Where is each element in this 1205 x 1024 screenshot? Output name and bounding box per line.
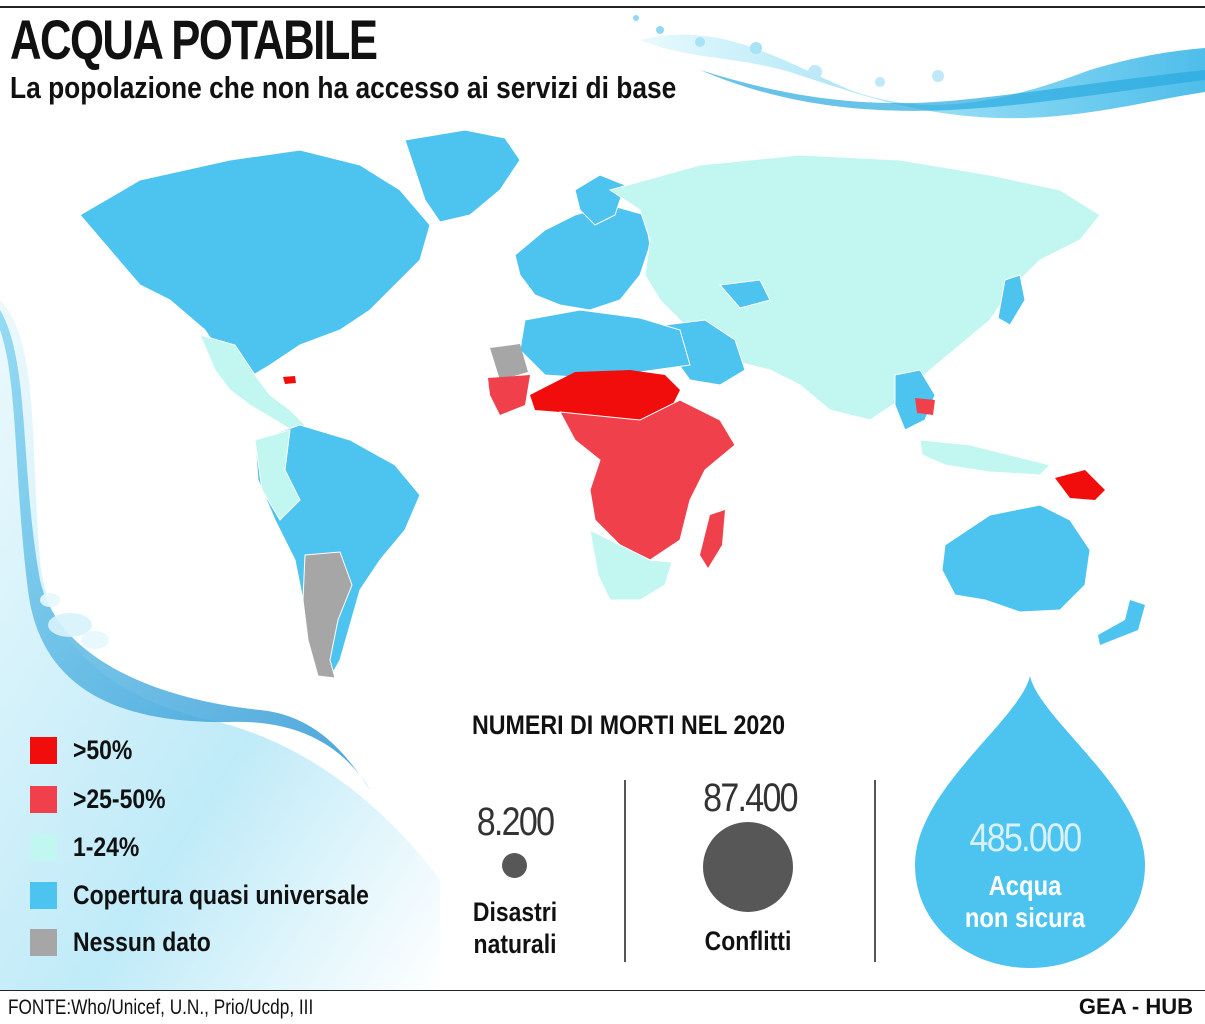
legend-swatch	[30, 881, 57, 909]
region-new-zealand	[1098, 600, 1145, 645]
region-asia	[608, 154, 1101, 421]
legend-swatch	[30, 736, 57, 764]
region-north-america	[79, 149, 431, 381]
region-europe	[514, 204, 651, 311]
region-central-africa	[559, 399, 736, 561]
legend-label: >50%	[73, 734, 133, 765]
top-rule	[0, 6, 1205, 8]
label-line: Disastri	[472, 897, 558, 927]
region-japan	[997, 274, 1026, 326]
legend-item-25-50: >25-50%	[30, 781, 182, 817]
deaths-title: NUMERI DI MORTI NEL 2020	[472, 710, 786, 740]
unsafe-water-label: Acqua non sicura	[936, 870, 1115, 934]
label-line: non sicura	[964, 902, 1086, 933]
page-title: ACQUA POTABILE	[10, 8, 378, 71]
legend-label: >25-50%	[73, 783, 166, 814]
legend-label: Copertura quasi universale	[73, 879, 369, 910]
region-southern-africa	[589, 529, 673, 601]
legend-item-1-24: 1-24%	[30, 829, 151, 865]
region-scandinavia	[574, 174, 626, 226]
unsafe-water-value: 485.000	[969, 816, 1082, 860]
region-australia	[941, 504, 1091, 613]
region-se-asia	[894, 369, 936, 431]
legend-item-over-50: >50%	[30, 732, 143, 768]
world-map	[79, 129, 1145, 679]
divider	[874, 780, 876, 962]
region-indonesia	[919, 439, 1051, 476]
source-note: FONTE:Who/Unicef, U.N., Prio/Ucdp, III	[8, 996, 314, 1019]
region-png	[1055, 470, 1105, 500]
page-subtitle: La popolazione che non ha accesso ai ser…	[10, 70, 677, 105]
water-splash-left	[0, 300, 440, 990]
region-north-africa	[519, 309, 691, 379]
region-greenland	[404, 129, 521, 223]
region-andes	[254, 429, 301, 521]
water-wave-top	[633, 15, 1205, 119]
region-mauritania	[490, 344, 528, 380]
region-haiti	[283, 376, 296, 384]
label-line: Acqua	[988, 870, 1062, 901]
natural-disasters-label: Disastri naturali	[456, 896, 575, 960]
natural-disasters-value: 8.200	[476, 800, 555, 844]
natural-disasters-bubble	[502, 853, 527, 878]
legend-item-no-data: Nessun dato	[30, 924, 235, 960]
conflicts-value: 87.400	[703, 776, 798, 820]
water-drop-shape	[915, 676, 1145, 968]
legend-label: 1-24%	[73, 831, 140, 862]
divider	[624, 780, 626, 962]
region-south-america	[254, 424, 421, 679]
conflicts-bubble	[703, 822, 793, 912]
region-madagascar	[700, 510, 725, 568]
legend-label: Nessun dato	[73, 926, 211, 957]
legend-swatch	[30, 928, 57, 956]
bottom-rule	[0, 990, 1205, 991]
legend-item-universal: Copertura quasi universale	[30, 877, 421, 913]
legend-swatch	[30, 833, 57, 861]
region-central-asia-blue	[719, 279, 771, 309]
region-argentina	[302, 551, 353, 679]
region-cambodia	[915, 398, 935, 415]
region-west-africa-red	[488, 375, 530, 415]
conflicts-label: Conflitti	[704, 926, 792, 956]
region-sahel	[530, 370, 680, 420]
brand-logo: GEA - HUB	[1078, 994, 1193, 1019]
legend-swatch	[30, 785, 57, 813]
label-line: naturali	[473, 929, 557, 959]
